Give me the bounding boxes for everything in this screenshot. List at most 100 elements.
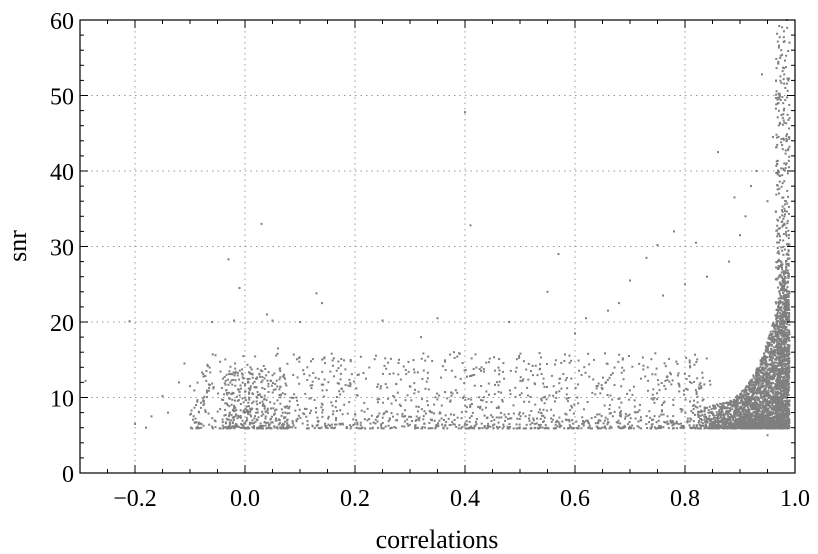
data-point — [319, 427, 322, 430]
data-point — [762, 398, 765, 401]
data-point — [753, 415, 756, 418]
data-point — [779, 371, 782, 374]
data-point — [495, 381, 498, 384]
data-point — [396, 391, 399, 394]
data-point — [734, 427, 737, 430]
data-point — [282, 427, 285, 430]
data-point — [682, 425, 685, 428]
data-point — [322, 383, 325, 386]
data-point — [768, 372, 771, 375]
data-point — [566, 387, 569, 390]
data-point — [780, 379, 783, 382]
data-point — [699, 411, 702, 414]
data-point — [256, 396, 259, 399]
data-point — [363, 418, 366, 421]
data-point — [650, 397, 653, 400]
data-point — [205, 389, 208, 392]
data-point — [541, 426, 544, 429]
data-point — [738, 423, 741, 426]
data-point — [778, 290, 781, 293]
data-point — [376, 398, 379, 401]
data-point — [694, 389, 697, 392]
data-point — [491, 424, 494, 427]
data-point — [498, 369, 501, 372]
data-point — [725, 417, 728, 420]
data-point — [229, 381, 232, 384]
data-point — [597, 426, 600, 429]
data-point — [261, 404, 264, 407]
data-point — [787, 345, 790, 348]
data-point — [741, 427, 744, 430]
data-point — [583, 420, 586, 423]
data-point — [203, 402, 206, 405]
data-point — [250, 415, 253, 418]
data-point — [284, 393, 287, 396]
data-point — [509, 369, 512, 372]
data-point — [226, 393, 229, 396]
data-point — [760, 358, 763, 361]
data-point — [770, 348, 773, 351]
data-point — [772, 330, 775, 333]
data-point — [728, 427, 731, 430]
data-point — [764, 406, 767, 409]
data-point — [740, 407, 743, 410]
data-point — [510, 417, 513, 420]
data-point — [618, 414, 621, 417]
data-point — [783, 362, 786, 365]
data-point — [454, 375, 457, 378]
data-point — [284, 411, 287, 414]
data-point — [763, 408, 766, 411]
data-point — [293, 393, 296, 396]
data-point — [782, 310, 785, 313]
data-point — [712, 422, 715, 425]
data-point — [738, 402, 741, 405]
data-point — [240, 387, 243, 390]
data-point — [774, 346, 777, 349]
data-point — [749, 414, 752, 417]
data-point — [763, 373, 766, 376]
data-point — [482, 368, 485, 371]
data-point — [368, 418, 371, 421]
data-point — [628, 420, 631, 423]
data-point — [306, 420, 309, 423]
data-point — [310, 387, 313, 390]
data-point — [778, 320, 781, 323]
data-point — [239, 403, 242, 406]
data-point — [283, 417, 286, 420]
data-point — [780, 407, 783, 410]
data-point — [729, 424, 732, 427]
data-point — [729, 400, 732, 403]
data-point — [239, 384, 242, 387]
data-point — [497, 390, 500, 393]
data-point — [404, 399, 407, 402]
data-point — [758, 410, 761, 413]
data-point — [426, 404, 429, 407]
data-point — [704, 413, 707, 416]
data-point — [286, 362, 289, 365]
data-point — [705, 406, 708, 409]
data-point — [567, 397, 570, 400]
data-point — [251, 422, 254, 425]
data-point — [721, 413, 724, 416]
data-point — [469, 404, 472, 407]
data-point — [321, 358, 324, 361]
data-point — [376, 416, 379, 419]
data-point — [754, 418, 757, 421]
data-point — [588, 424, 591, 427]
data-point — [712, 414, 715, 417]
data-point — [330, 401, 333, 404]
data-point — [771, 353, 774, 356]
data-point — [533, 426, 536, 429]
data-point — [786, 343, 789, 346]
data-point — [745, 415, 748, 418]
data-point — [749, 420, 752, 423]
data-point — [365, 377, 367, 380]
data-point — [620, 401, 623, 404]
data-point — [283, 373, 286, 376]
data-point — [768, 337, 771, 340]
data-point — [668, 380, 671, 383]
data-point — [565, 376, 568, 379]
data-point — [650, 426, 653, 429]
data-point — [277, 347, 279, 350]
data-point — [776, 325, 779, 328]
